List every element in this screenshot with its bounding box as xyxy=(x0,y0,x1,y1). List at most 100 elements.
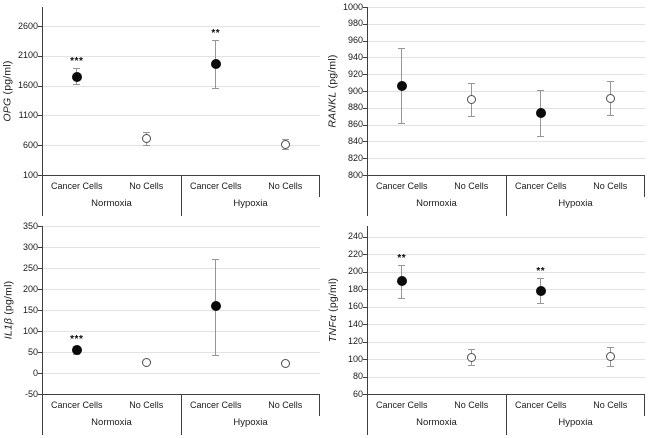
data-point-filled xyxy=(396,276,407,287)
gridline xyxy=(367,74,645,76)
gridline xyxy=(367,124,645,126)
gridline xyxy=(42,226,320,227)
error-bar-cap-top xyxy=(537,277,545,279)
data-point-filled xyxy=(396,80,407,91)
error-bar-cap-bottom xyxy=(281,149,289,151)
y-tick-label: 2600 xyxy=(17,20,38,31)
significance-stars: ** xyxy=(397,253,407,265)
y-tick-mark xyxy=(363,40,367,42)
data-point-open xyxy=(280,358,290,368)
y-tick-label: 250 xyxy=(22,262,38,273)
category-label: Cancer Cells xyxy=(189,400,242,410)
y-tick-label: 940 xyxy=(347,51,363,62)
category-label: No Cells xyxy=(268,400,303,410)
error-bar-cap-bottom xyxy=(537,303,545,304)
data-point-filled xyxy=(535,107,546,118)
gridline xyxy=(42,26,320,28)
panel-il1b: IL1β (pg/ml) *** -50 0 50 100 150 200 250 300 350 C… xyxy=(0,219,325,438)
y-tick-label: 60 xyxy=(352,388,363,399)
plot-area-il1b: *** xyxy=(38,226,320,395)
y-axis-line xyxy=(42,7,43,175)
y-tick-label: 900 xyxy=(347,85,363,96)
category-label: Cancer Cells xyxy=(50,181,103,191)
error-bar-cap-top xyxy=(142,132,150,134)
y-tick-label: 140 xyxy=(347,318,363,329)
y-tick-label: 960 xyxy=(347,35,363,46)
y-tick-mark xyxy=(363,359,367,360)
group-row: Normoxia Hypoxia xyxy=(367,196,645,216)
gridline xyxy=(367,158,645,160)
group-label: Hypoxia xyxy=(233,417,268,428)
error-bar-cap-top xyxy=(467,83,475,85)
y-tick-mark xyxy=(363,124,367,126)
y-tick-mark xyxy=(38,115,42,117)
category-label: No Cells xyxy=(454,400,489,410)
data-point-filled xyxy=(535,285,546,296)
y-tick-label: 50 xyxy=(27,346,38,357)
y-tick-mark xyxy=(363,394,367,395)
y-tick-label: 180 xyxy=(347,283,363,294)
gridline xyxy=(42,247,320,248)
y-tick-label: 860 xyxy=(347,119,363,130)
category-label: Cancer Cells xyxy=(189,181,242,191)
gridline xyxy=(42,352,320,353)
error-bar-cap-bottom xyxy=(73,83,81,85)
gridline xyxy=(42,331,320,332)
significance-stars: *** xyxy=(70,333,84,345)
y-tick-mark xyxy=(38,268,42,269)
gridline xyxy=(367,289,645,290)
gridline xyxy=(42,310,320,311)
y-tick-mark xyxy=(38,175,42,176)
category-row: Cancer Cells No Cells Cancer Cells No Cells xyxy=(42,176,320,196)
y-tick-mark xyxy=(38,394,42,395)
data-point-open xyxy=(141,133,151,143)
axis-separator-middle xyxy=(181,395,182,435)
plot-area-tnfa: ** ** xyxy=(363,226,645,395)
y-tick-label: 100 xyxy=(22,169,38,180)
group-row: Normoxia Hypoxia xyxy=(367,415,645,435)
error-bar-cap-top xyxy=(537,90,545,92)
data-point-filled xyxy=(210,59,221,70)
y-tick-mark xyxy=(363,74,367,76)
y-tick-mark xyxy=(38,85,42,87)
x-axis-area-il1b: Cancer Cells No Cells Cancer Cells No Cells… xyxy=(42,394,320,435)
data-point-open xyxy=(466,94,476,104)
y-tick-label: 300 xyxy=(22,241,38,252)
y-tick-mark xyxy=(38,26,42,28)
y-tick-mark xyxy=(38,373,42,374)
group-label: Hypoxia xyxy=(558,198,593,209)
gridline xyxy=(367,141,645,143)
x-axis-area-rankl: Cancer Cells No Cells Cancer Cells No Cells… xyxy=(367,175,645,216)
gridline xyxy=(367,324,645,325)
gridline xyxy=(42,289,320,290)
category-label: Cancer Cells xyxy=(375,181,428,191)
error-bar-cap-top xyxy=(281,138,289,140)
category-row: Cancer Cells No Cells Cancer Cells No Cells xyxy=(367,176,645,196)
axis-separator-middle xyxy=(506,395,507,435)
y-tick-mark xyxy=(363,289,367,290)
panel-rankl: RANKL (pg/ml) 800 820 840 860 880 900 920 940 960… xyxy=(325,0,650,219)
y-tick-label: 240 xyxy=(347,231,363,241)
error-bar-cap-top xyxy=(606,346,614,348)
y-tick-mark xyxy=(363,57,367,59)
y-tick-label: 880 xyxy=(347,102,363,113)
plot-area-opg: *** ** xyxy=(38,7,320,176)
category-label: Cancer Cells xyxy=(375,400,428,410)
axis-separator-left xyxy=(42,395,43,435)
y-tick-label: 120 xyxy=(347,336,363,346)
category-label: No Cells xyxy=(129,400,164,410)
gridline xyxy=(42,268,320,269)
y-tick-mark xyxy=(363,23,367,25)
y-tick-label: 1100 xyxy=(18,109,38,120)
error-bar-cap-top xyxy=(73,68,81,70)
error-bar-cap-bottom xyxy=(212,87,220,89)
gridline xyxy=(367,236,645,238)
y-tick-mark xyxy=(363,175,367,176)
y-tick-label: 200 xyxy=(22,283,38,294)
group-label: Normoxia xyxy=(416,198,457,209)
gridline xyxy=(367,271,645,273)
error-bar-cap-bottom xyxy=(537,135,545,137)
error-bar-cap-bottom xyxy=(398,122,406,124)
y-tick-label: 100 xyxy=(347,353,363,364)
